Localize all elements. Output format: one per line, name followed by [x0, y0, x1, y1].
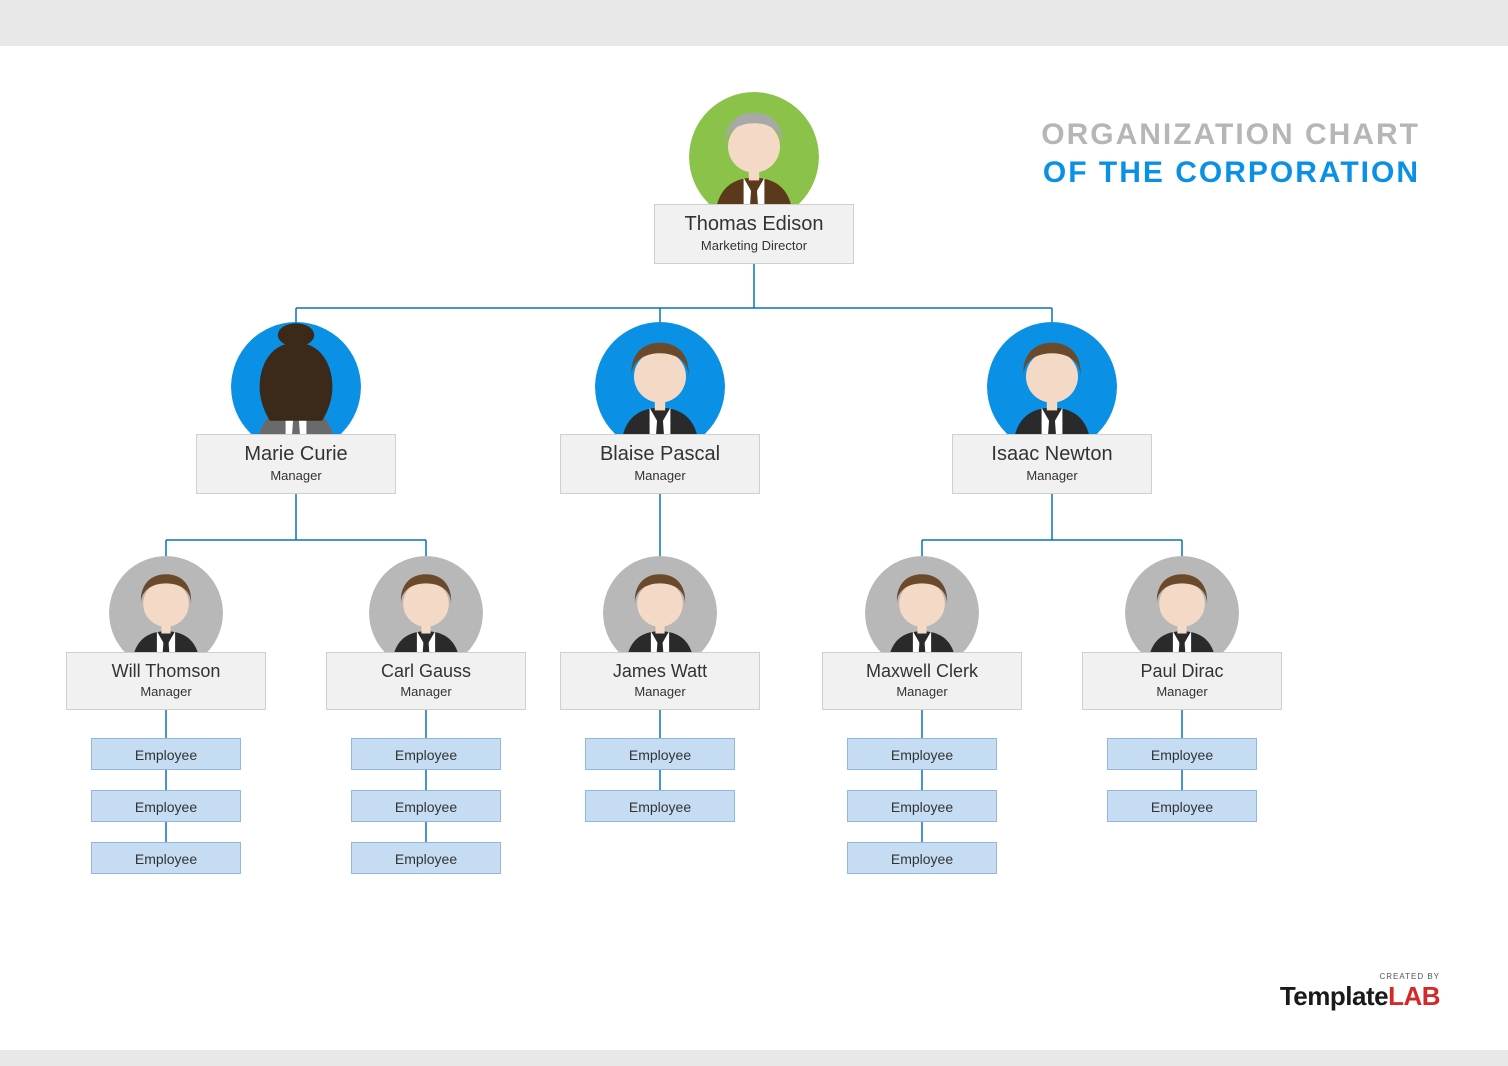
person-role: Marketing Director — [661, 238, 847, 253]
person-name: Will Thomson — [73, 661, 259, 682]
logo-accent: LAB — [1388, 981, 1440, 1011]
person-name: Isaac Newton — [959, 443, 1145, 466]
person-name: Maxwell Clerk — [829, 661, 1015, 682]
employee-box: Employee — [847, 790, 997, 822]
person-card: Thomas Edison Marketing Director — [654, 204, 854, 264]
person-role: Manager — [567, 468, 753, 483]
person-card: Carl Gauss Manager — [326, 652, 526, 710]
person-role: Manager — [73, 684, 259, 699]
employee-box: Employee — [91, 842, 241, 874]
employee-box: Employee — [1107, 738, 1257, 770]
chart-title: ORGANIZATION CHART OF THE CORPORATION — [1041, 118, 1420, 190]
logo-main: Template — [1280, 981, 1388, 1011]
logo-text: TemplateLAB — [1280, 981, 1440, 1012]
org-node-e5: Paul Dirac Manager — [1082, 556, 1282, 710]
org-node-m3: Isaac Newton Manager — [952, 322, 1152, 494]
avatar-icon — [987, 322, 1117, 452]
person-name: Thomas Edison — [661, 213, 847, 236]
employee-box: Employee — [91, 738, 241, 770]
footer-logo: CREATED BY TemplateLAB — [1280, 972, 1440, 1012]
person-name: Blaise Pascal — [567, 443, 753, 466]
logo-created-by: CREATED BY — [1280, 972, 1440, 981]
person-role: Manager — [203, 468, 389, 483]
person-card: Blaise Pascal Manager — [560, 434, 760, 494]
person-card: Isaac Newton Manager — [952, 434, 1152, 494]
employee-box: Employee — [351, 842, 501, 874]
person-name: Carl Gauss — [333, 661, 519, 682]
employee-box: Employee — [351, 738, 501, 770]
org-node-e2: Carl Gauss Manager — [326, 556, 526, 710]
org-node-e4: Maxwell Clerk Manager — [822, 556, 1022, 710]
employee-box: Employee — [847, 738, 997, 770]
org-chart-canvas: ORGANIZATION CHART OF THE CORPORATION Th… — [0, 46, 1508, 1034]
top-bar — [0, 0, 1508, 46]
person-role: Manager — [1089, 684, 1275, 699]
person-card: Will Thomson Manager — [66, 652, 266, 710]
person-name: Marie Curie — [203, 443, 389, 466]
org-node-e3: James Watt Manager — [560, 556, 760, 710]
org-node-root: Thomas Edison Marketing Director — [654, 92, 854, 264]
bottom-bar — [0, 1050, 1508, 1066]
org-node-m2: Blaise Pascal Manager — [560, 322, 760, 494]
org-node-m1: Marie Curie Manager — [196, 322, 396, 494]
employee-box: Employee — [847, 842, 997, 874]
employee-box: Employee — [351, 790, 501, 822]
avatar-icon — [231, 322, 361, 452]
person-role: Manager — [959, 468, 1145, 483]
employee-box: Employee — [91, 790, 241, 822]
avatar-icon — [595, 322, 725, 452]
title-line2: OF THE CORPORATION — [1041, 156, 1420, 190]
avatar-icon — [689, 92, 819, 222]
title-line1: ORGANIZATION CHART — [1041, 118, 1420, 152]
person-role: Manager — [567, 684, 753, 699]
person-card: Marie Curie Manager — [196, 434, 396, 494]
employee-box: Employee — [585, 790, 735, 822]
org-node-e1: Will Thomson Manager — [66, 556, 266, 710]
employee-box: Employee — [1107, 790, 1257, 822]
person-name: Paul Dirac — [1089, 661, 1275, 682]
person-role: Manager — [333, 684, 519, 699]
employee-box: Employee — [585, 738, 735, 770]
person-name: James Watt — [567, 661, 753, 682]
person-card: Paul Dirac Manager — [1082, 652, 1282, 710]
person-role: Manager — [829, 684, 1015, 699]
person-card: James Watt Manager — [560, 652, 760, 710]
person-card: Maxwell Clerk Manager — [822, 652, 1022, 710]
